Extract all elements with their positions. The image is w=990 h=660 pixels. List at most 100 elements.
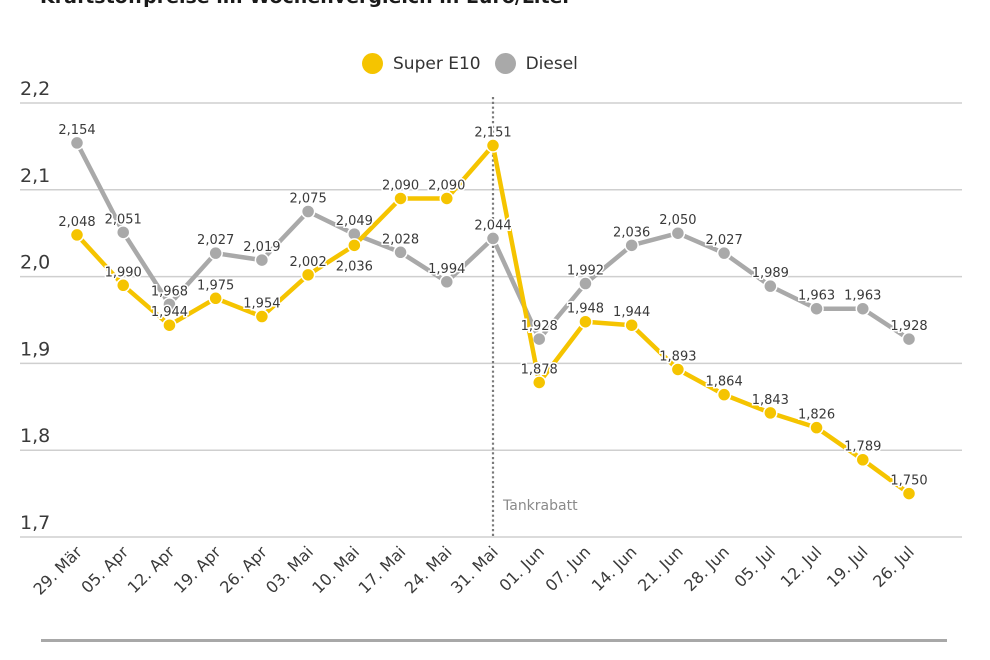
data-label-diesel: 1,992 <box>567 264 604 279</box>
x-tick-label: 29. Mär <box>29 542 86 599</box>
data-point-super-e10 <box>208 291 223 306</box>
data-point-diesel <box>855 301 871 316</box>
data-label-diesel: 2,049 <box>336 214 373 229</box>
data-point-diesel <box>809 301 824 316</box>
data-label-super-e10: 2,048 <box>58 215 95 230</box>
legend-item-diesel[interactable]: Diesel <box>494 53 578 74</box>
x-tick-label: 07. Jun <box>542 542 595 595</box>
data-label-super-e10: 1,864 <box>706 375 743 390</box>
x-tick-label: 12. Apr <box>124 542 179 597</box>
data-point-diesel <box>439 274 455 290</box>
x-tick-label: 24. Mai <box>401 542 456 597</box>
x-tick-label: 21. Jun <box>634 542 687 595</box>
x-tick-label: 19. Jul <box>823 542 872 591</box>
data-label-diesel: 1,928 <box>521 319 558 334</box>
data-point-super-e10 <box>670 362 686 377</box>
data-label-diesel: 1,989 <box>752 266 789 281</box>
chart-title: Kraftstoffpreise im Wochenvergleich in E… <box>40 0 572 8</box>
data-point-diesel <box>208 245 223 261</box>
data-label-super-e10: 1,990 <box>105 265 142 280</box>
data-label-super-e10: 1,843 <box>752 393 789 408</box>
data-point-super-e10 <box>254 309 270 324</box>
data-label-super-e10: 1,948 <box>567 302 604 317</box>
footer-divider <box>41 639 947 642</box>
x-tick-label: 19. Apr <box>170 542 225 597</box>
data-point-super-e10 <box>809 420 824 435</box>
data-label-super-e10: 1,944 <box>151 305 188 320</box>
x-tick-label: 05. Apr <box>77 542 132 597</box>
legend-swatch-diesel <box>494 53 516 74</box>
data-point-super-e10 <box>393 191 408 206</box>
data-point-diesel <box>485 231 501 246</box>
legend-item-super-e10[interactable]: Super E10 <box>362 53 481 74</box>
data-point-super-e10 <box>763 405 778 421</box>
data-label-diesel: 2,019 <box>243 240 280 255</box>
data-label-super-e10: 1,975 <box>197 278 234 293</box>
data-point-diesel <box>531 331 547 347</box>
legend: Super E10 Diesel <box>362 53 592 74</box>
y-tick-label: 1,7 <box>20 512 50 534</box>
data-point-super-e10 <box>69 227 85 243</box>
x-tick-label: 31. Mai <box>447 542 502 597</box>
y-tick-label: 2,1 <box>20 165 50 187</box>
data-point-super-e10 <box>901 486 917 501</box>
data-label-super-e10: 1,750 <box>890 474 927 489</box>
data-point-super-e10 <box>162 317 177 333</box>
x-tick-label: 05. Jul <box>730 542 779 591</box>
annotation-label-tankrabatt: Tankrabatt <box>502 498 578 514</box>
data-label-diesel: 2,075 <box>290 192 327 207</box>
data-label-diesel: 2,027 <box>197 233 234 248</box>
data-point-diesel <box>115 225 131 240</box>
data-point-super-e10 <box>855 452 871 467</box>
x-tick-label: 10. Mai <box>308 542 363 597</box>
data-point-diesel <box>624 238 639 253</box>
series-layer <box>69 135 917 501</box>
data-label-diesel: 2,050 <box>659 213 696 228</box>
x-tick-label: 26. Jul <box>869 542 918 591</box>
data-label-diesel: 1,963 <box>844 289 881 304</box>
annotation-layer: Tankrabatt <box>491 97 578 537</box>
data-label-super-e10: 1,878 <box>521 362 558 377</box>
data-point-diesel <box>578 276 593 291</box>
data-label-super-e10: 1,789 <box>844 440 881 455</box>
data-label-diesel: 2,154 <box>58 123 95 138</box>
x-tick-label: 14. Jun <box>588 542 641 595</box>
data-label-diesel: 2,028 <box>382 232 419 247</box>
data-label-diesel: 2,027 <box>706 233 743 248</box>
data-label-super-e10: 2,090 <box>428 178 465 193</box>
data-point-super-e10 <box>347 238 362 253</box>
data-label-diesel: 1,994 <box>428 262 465 277</box>
x-tick-label: 03. Mai <box>262 542 317 597</box>
x-tick-label: 26. Apr <box>216 542 271 597</box>
data-point-diesel <box>69 135 85 151</box>
data-label-diesel: 2,044 <box>474 218 511 233</box>
y-tick-label: 2,2 <box>20 78 50 100</box>
data-label-diesel: 1,928 <box>890 319 927 334</box>
data-point-super-e10 <box>115 278 131 293</box>
data-point-diesel <box>716 245 732 261</box>
data-label-super-e10: 1,826 <box>798 408 835 423</box>
data-point-super-e10 <box>531 375 547 390</box>
x-tick-label: 12. Jul <box>777 542 826 591</box>
data-point-super-e10 <box>300 267 316 283</box>
data-label-super-e10: 1,893 <box>659 349 696 364</box>
y-axis-ticks: 2,2 2,1 2,0 1,9 1,8 1,7 <box>20 78 50 534</box>
data-point-diesel <box>901 331 917 347</box>
data-label-diesel: 2,051 <box>105 212 142 227</box>
data-label-super-e10: 2,036 <box>336 259 373 274</box>
data-point-diesel <box>162 297 177 312</box>
data-label-super-e10: 1,944 <box>613 305 650 320</box>
data-point-diesel <box>393 245 408 260</box>
data-labels: 2,048 1,990 1,944 1,975 1,954 2,002 2,036 2,090… <box>57 121 929 490</box>
data-label-diesel: 1,968 <box>151 284 188 299</box>
x-tick-label: 17. Mai <box>355 542 410 597</box>
grid-layer <box>20 102 962 538</box>
legend-label-diesel: Diesel <box>525 53 578 74</box>
x-tick-label: 28. Jun <box>680 542 733 595</box>
data-point-diesel <box>300 204 316 219</box>
data-point-super-e10 <box>439 191 455 206</box>
data-point-super-e10 <box>624 317 639 333</box>
data-label-diesel: 1,963 <box>798 289 835 304</box>
